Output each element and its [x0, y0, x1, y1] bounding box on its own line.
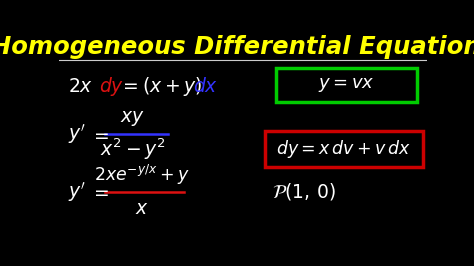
Text: $x$: $x$ [135, 198, 149, 218]
Text: $dy = x\,dv + v\,dx$: $dy = x\,dv + v\,dx$ [276, 138, 411, 160]
Text: $y'$: $y'$ [68, 180, 86, 204]
Text: $y'$: $y'$ [68, 122, 86, 146]
Text: $=$: $=$ [91, 125, 110, 144]
Text: $\mathcal{P}(1,\,0)$: $\mathcal{P}(1,\,0)$ [272, 181, 337, 202]
Text: $2x\,$: $2x\,$ [68, 77, 93, 96]
Text: $x^2-y^2$: $x^2-y^2$ [100, 137, 165, 163]
Text: $xy$: $xy$ [120, 110, 145, 128]
Text: $dy$: $dy$ [99, 75, 124, 98]
FancyBboxPatch shape [265, 131, 423, 167]
Text: $2xe^{-y/x}+y$: $2xe^{-y/x}+y$ [94, 163, 190, 187]
Text: $= (x+y)$: $= (x+y)$ [119, 75, 202, 98]
Text: Homogeneous Differential Equations: Homogeneous Differential Equations [0, 35, 474, 59]
FancyBboxPatch shape [276, 68, 418, 102]
Text: $=$: $=$ [91, 182, 110, 201]
Text: $dx$: $dx$ [193, 77, 219, 96]
Text: $y = vx$: $y = vx$ [319, 76, 375, 94]
